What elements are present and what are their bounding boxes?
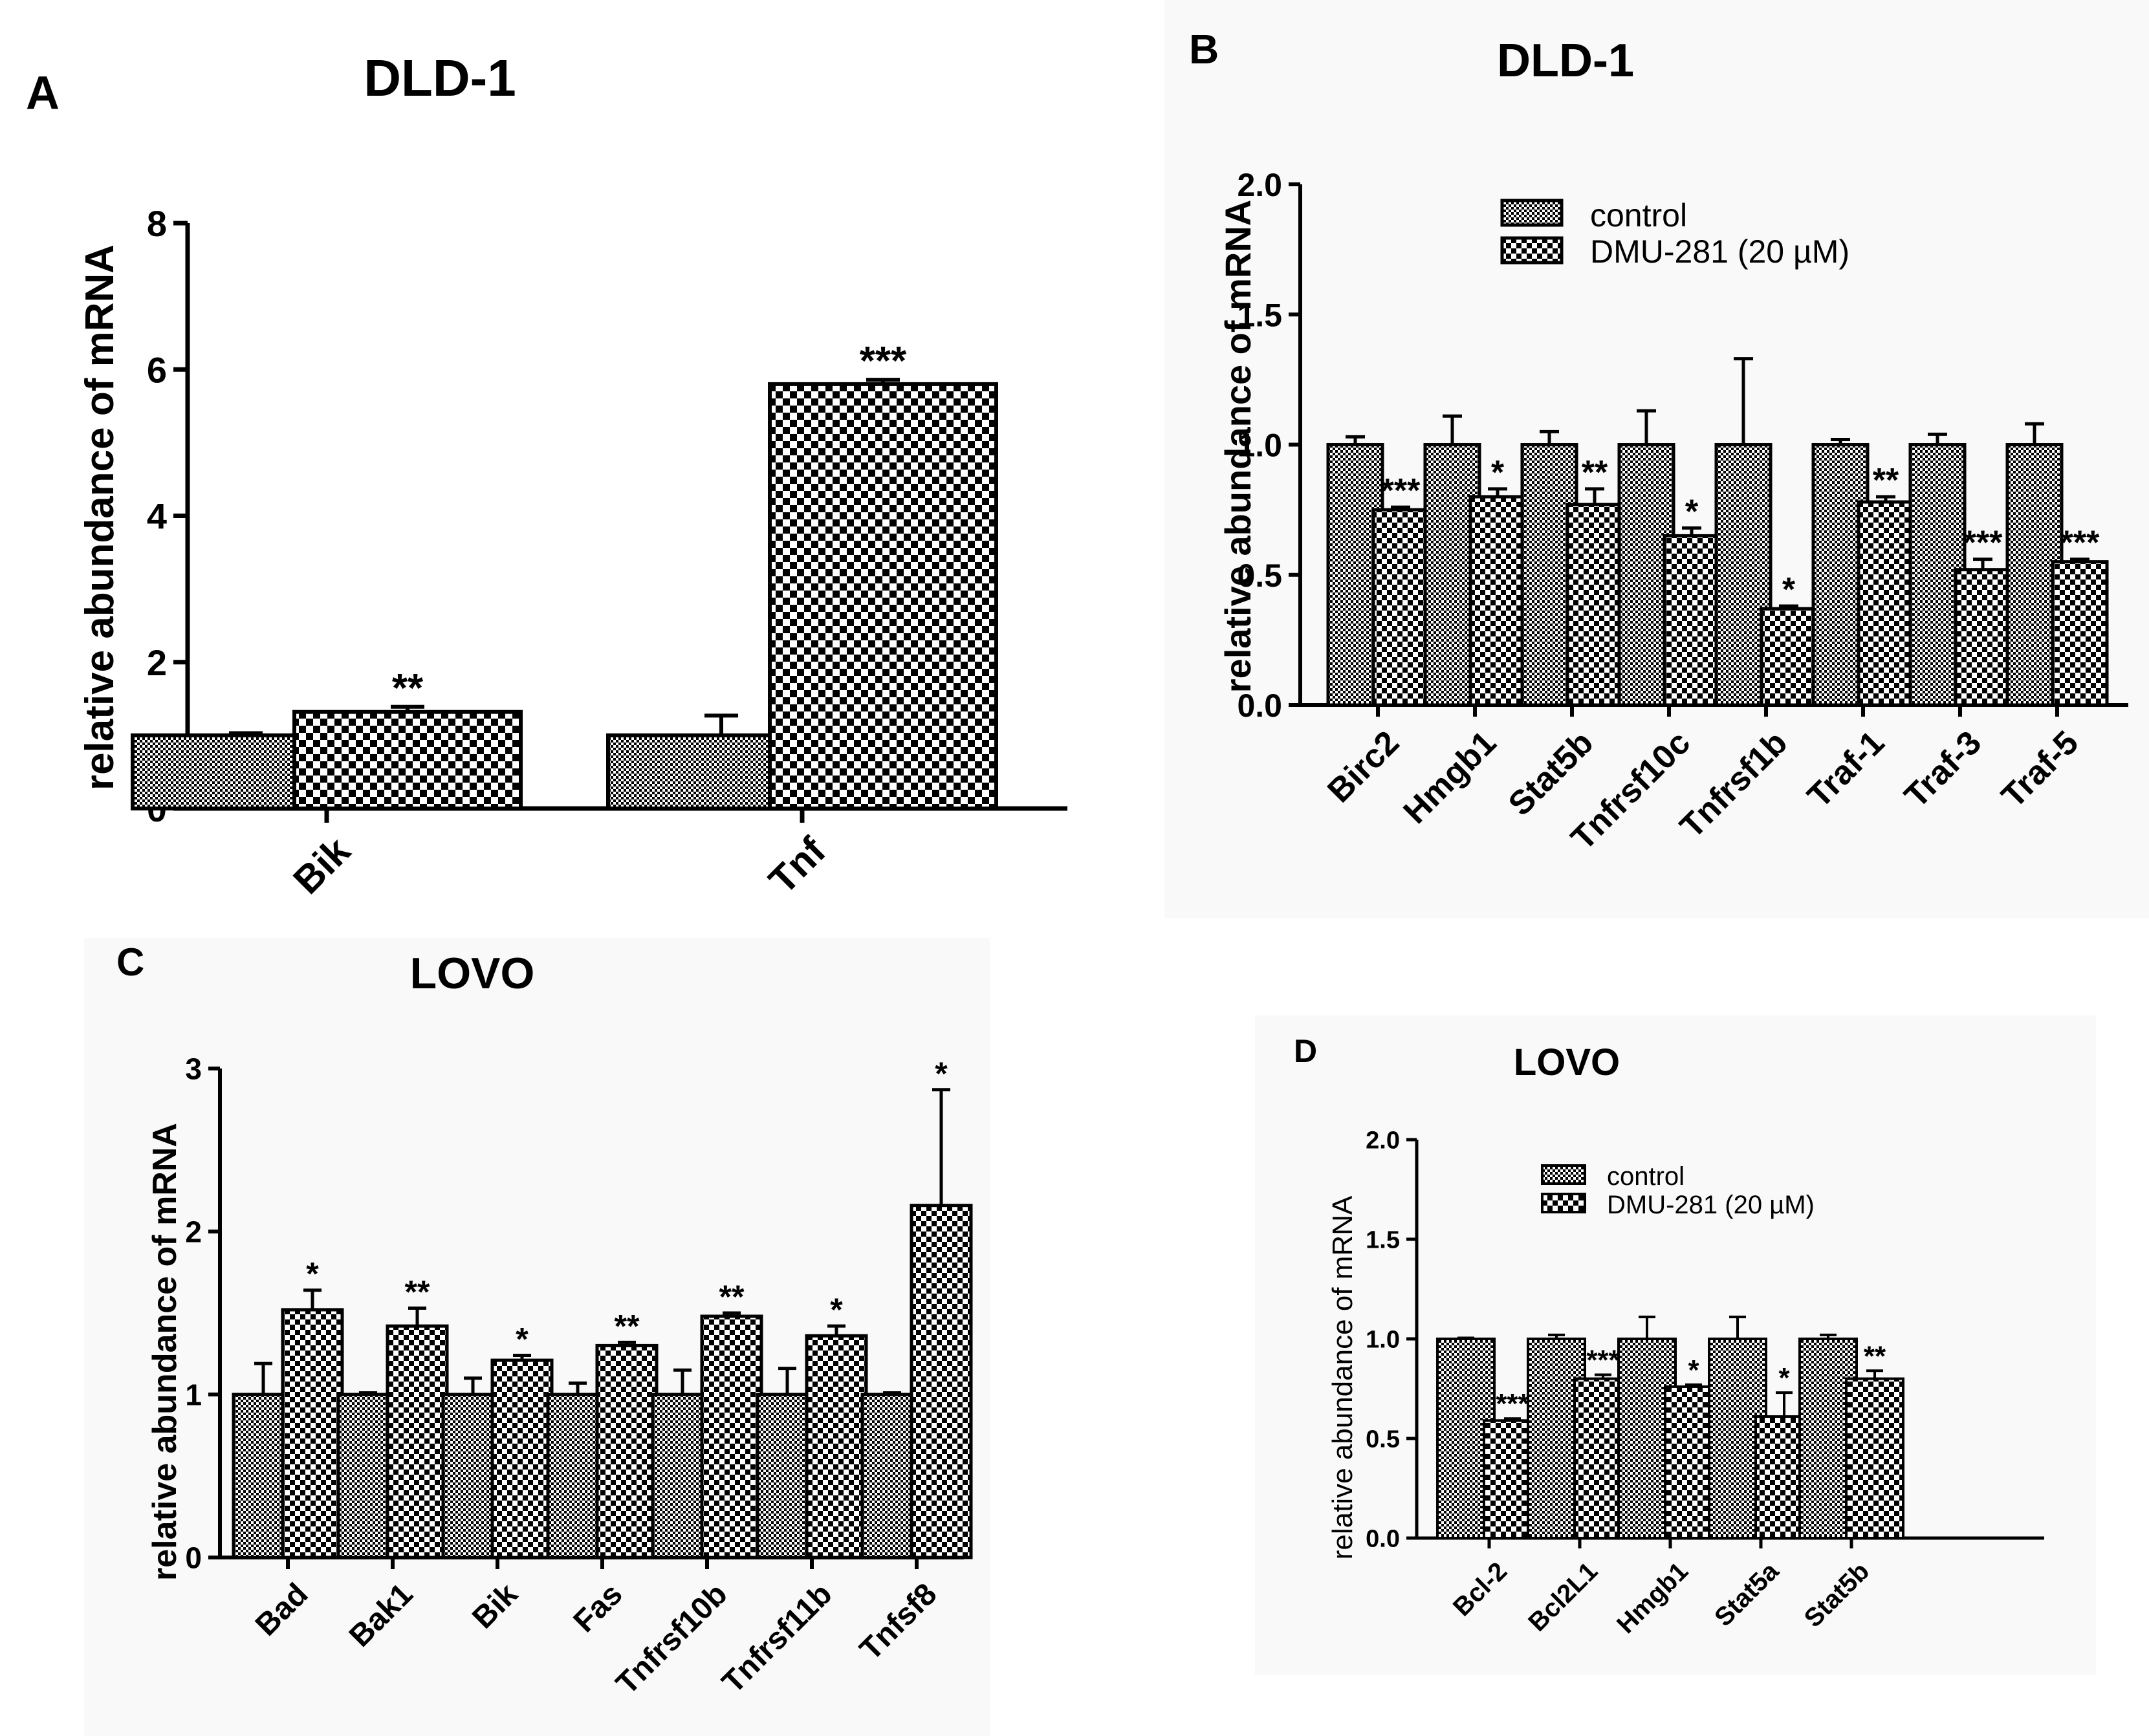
bar-treated-traf-5 <box>2051 560 2109 707</box>
x-tick-label-bik: Bik <box>285 829 358 902</box>
y-tick-label: 0 <box>185 1541 202 1575</box>
bar-treated-stat5b <box>1845 1377 1904 1540</box>
legend-treated-label: DMU-281 (20 µM) <box>1590 233 1849 270</box>
bar-treated-stat5b <box>1565 503 1624 707</box>
bar-treated-tnfrsf10c <box>1663 534 1721 707</box>
legend-control-swatch <box>1500 199 1564 227</box>
legend-control-swatch <box>1541 1164 1586 1185</box>
bar-treated-tnfrsf11b <box>805 1334 868 1559</box>
bar-treated-traf-3 <box>1954 568 2012 707</box>
significance-tnfsf8: * <box>935 1056 948 1092</box>
panel-a-letter: A <box>26 67 60 119</box>
significance-fas: ** <box>615 1308 640 1344</box>
panel-d: D LOVO relative abundance of mRNA contro… <box>1294 1033 2044 1639</box>
significance-tnfrsf10c: * <box>1685 493 1699 530</box>
significance-bik: * <box>516 1321 529 1358</box>
bar-treated-hmgb1 <box>1468 495 1527 707</box>
y-tick-label: 2 <box>185 1215 202 1249</box>
significance-bak1: ** <box>405 1274 430 1310</box>
bar-treated-tnf <box>768 382 998 810</box>
panel-d-title: LOVO <box>1514 1041 1620 1083</box>
y-tick-label: 1.0 <box>1366 1327 1400 1354</box>
legend-treated-swatch <box>1541 1193 1586 1213</box>
bar-treated-traf-1 <box>1857 500 1915 707</box>
panel-a-y-axis-label: relative abundance of mRNA <box>78 244 122 790</box>
significance-tnfrsf1b: * <box>1782 571 1796 609</box>
y-tick-label: 1.5 <box>1237 297 1282 333</box>
panel-d-y-axis-label: relative abundance of mRNA <box>1327 1195 1358 1559</box>
bar-treated-tnfsf8 <box>910 1204 973 1559</box>
x-tick-label-tnf: Tnf <box>761 829 835 902</box>
significance-bcl-2: *** <box>1496 1388 1529 1420</box>
y-tick-label: 8 <box>147 203 167 244</box>
y-tick-label: 2.0 <box>1366 1127 1400 1155</box>
legend-control-label: control <box>1607 1162 1685 1191</box>
bar-treated-bik <box>490 1358 554 1559</box>
significance-tnfrsf10b: ** <box>719 1279 745 1315</box>
bar-treated-fas <box>595 1343 659 1559</box>
significance-stat5b: ** <box>1582 454 1608 492</box>
bar-treated-bad <box>281 1308 344 1559</box>
bar-treated-bik <box>292 710 523 811</box>
panel-b-letter: B <box>1189 26 1219 72</box>
significance-bad: * <box>306 1256 319 1292</box>
panel-b-legend: control DMU-281 (20 µM) <box>1500 197 1849 270</box>
y-tick-label: 2 <box>147 642 167 683</box>
panel-d-letter: D <box>1294 1033 1317 1069</box>
y-tick-label: 0.0 <box>1237 688 1282 724</box>
significance-traf-1: ** <box>1873 462 1899 499</box>
bar-treated-bak1 <box>386 1324 449 1559</box>
significance-stat5b: ** <box>1864 1340 1886 1372</box>
bar-treated-birc2 <box>1371 508 1430 707</box>
y-tick-label: 2.0 <box>1237 167 1282 203</box>
panel-a: A DLD-1 relative abundance of mRNA 02468… <box>26 49 1067 902</box>
panel-a-title: DLD-1 <box>364 49 516 107</box>
legend-treated-label: DMU-281 (20 µM) <box>1607 1191 1815 1219</box>
legend-treated-swatch <box>1500 236 1564 265</box>
y-tick-label: 3 <box>185 1052 202 1086</box>
significance-tnfrsf11b: * <box>830 1292 843 1328</box>
significance-bcl2l1: *** <box>1586 1344 1620 1376</box>
bar-treated-tnfrsf1b <box>1760 607 1818 707</box>
significance-traf-5: *** <box>2060 525 2100 562</box>
significance-stat5a: * <box>1778 1362 1790 1394</box>
panel-c-y-axis-label: relative abundance of mRNA <box>146 1123 184 1581</box>
significance-bik: ** <box>392 666 424 711</box>
significance-tnf: *** <box>860 339 907 384</box>
panel-c-letter: C <box>116 940 144 984</box>
significance-traf-3: *** <box>1963 525 2003 562</box>
bar-treated-tnfrsf10b <box>700 1314 763 1559</box>
significance-birc2: *** <box>1381 472 1421 510</box>
panel-b-y-axis-label: relative abundance of mRNA <box>1217 200 1258 693</box>
y-tick-label: 0.0 <box>1366 1526 1400 1553</box>
panel-b-title: DLD-1 <box>1497 35 1634 87</box>
y-tick-label: 6 <box>147 349 167 390</box>
panel-c-title: LOVO <box>410 949 535 998</box>
y-tick-label: 0.5 <box>1366 1426 1400 1453</box>
legend-control-label: control <box>1590 197 1687 233</box>
y-tick-label: 4 <box>147 496 167 537</box>
y-tick-label: 0.5 <box>1237 558 1282 594</box>
y-tick-label: 1.5 <box>1366 1227 1400 1254</box>
significance-hmgb1: * <box>1688 1354 1699 1386</box>
y-tick-label: 1 <box>185 1378 202 1412</box>
panel-d-legend: control DMU-281 (20 µM) <box>1541 1162 1815 1219</box>
y-tick-label: 1.0 <box>1237 428 1282 464</box>
significance-hmgb1: * <box>1491 454 1505 492</box>
